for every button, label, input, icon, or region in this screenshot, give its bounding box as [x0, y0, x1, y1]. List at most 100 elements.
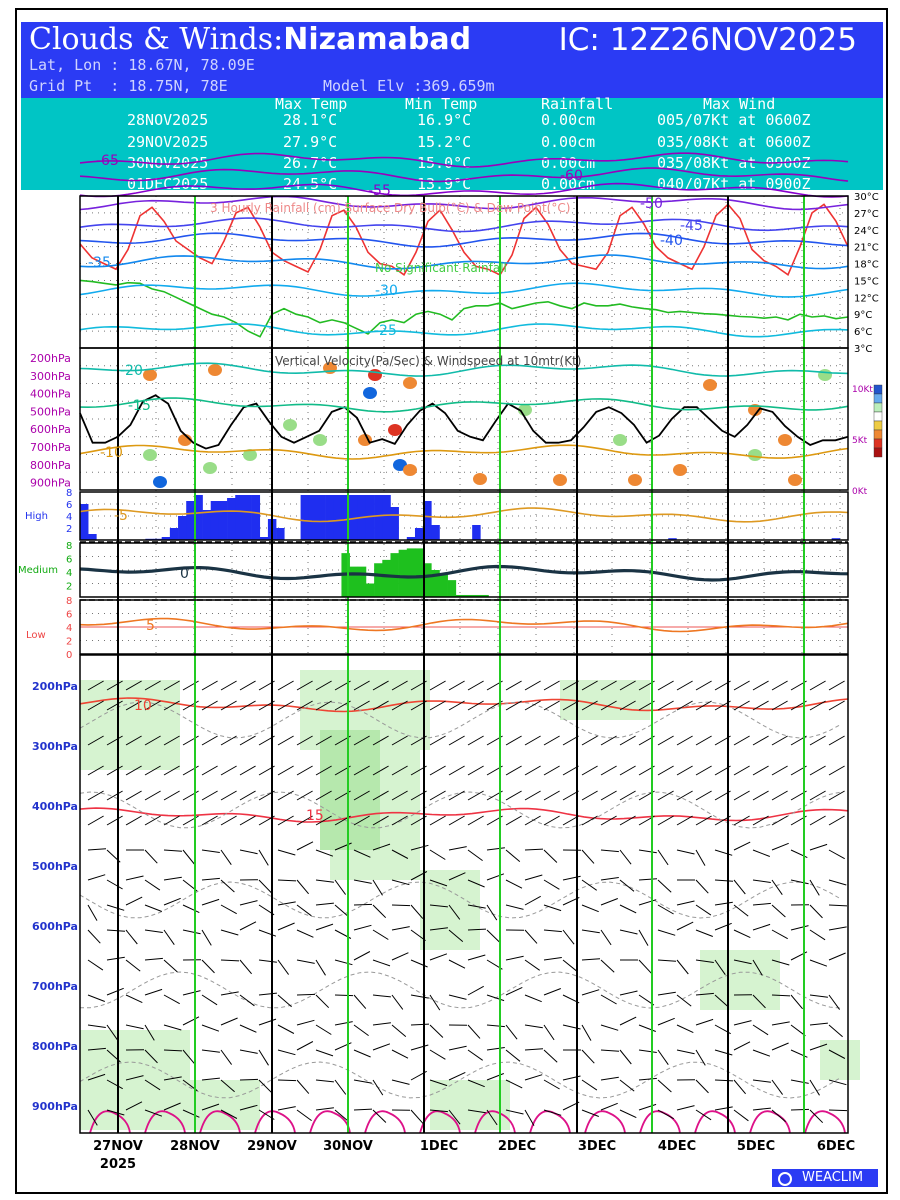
wind-barb: [410, 844, 429, 851]
wind-barb: [125, 875, 144, 881]
wind-barb: [296, 904, 312, 917]
wind-barb: [695, 735, 712, 746]
wind-barb: [828, 790, 845, 801]
wind-barb: [809, 815, 826, 826]
magenta-contour: [749, 1110, 791, 1134]
isotherm-line: [79, 217, 849, 233]
wind-barb: [581, 958, 601, 961]
row-rainfall: 0.00cm: [541, 133, 596, 151]
wind-barb: [201, 959, 215, 974]
wind-barb: [239, 921, 257, 931]
panel-frame: [79, 491, 849, 541]
isotherm-line: [79, 564, 849, 582]
wind-barb: [239, 700, 256, 711]
high-cloud-bar: [349, 495, 359, 540]
wind-barb: [448, 700, 465, 711]
medium-cloud-bar: [406, 548, 416, 597]
wind-barb: [448, 680, 465, 691]
wind-barb: [809, 994, 828, 998]
isotherm-label: -60: [560, 168, 583, 184]
magenta-contour: [89, 1110, 131, 1134]
wind-barb: [581, 1079, 598, 1091]
wind-barb: [315, 849, 334, 857]
vv-blob: [748, 404, 762, 416]
wind-barb: [391, 1024, 407, 1037]
wind-barb: [144, 1079, 161, 1091]
vv-blob: [208, 364, 222, 376]
wind-barb: [391, 790, 408, 801]
wind-barb: [600, 929, 612, 946]
wind-barb: [372, 765, 389, 776]
wind-barb: [809, 790, 826, 801]
temp-tick-label: 18°C: [854, 260, 879, 271]
x-tick-label: 6DEC: [817, 1139, 855, 1154]
row-rainfall: 0.00cm: [541, 175, 596, 193]
wind-barb: [277, 994, 292, 1008]
wind-barb: [752, 700, 769, 711]
wind-barb: [467, 1049, 483, 1061]
wind-barb: [657, 790, 674, 801]
wind-barb: [752, 815, 769, 826]
wind-barb: [87, 929, 101, 944]
wind-barb: [467, 849, 483, 862]
wind-barb: [220, 790, 237, 801]
vv-colorbar-swatch: [873, 429, 883, 440]
temp-tick-label: 3°C: [854, 344, 872, 355]
wind-barb: [733, 815, 750, 826]
vv-blob: [368, 369, 382, 381]
wind-barb: [486, 1024, 505, 1028]
wind-barb: [220, 1017, 238, 1026]
wind-barb: [429, 927, 448, 931]
wind-barb: [201, 1077, 220, 1081]
vv-pressure-tick: 700hPa: [30, 441, 71, 454]
wind-barb: [144, 849, 158, 864]
wind-barb: [714, 849, 733, 856]
x-tick-label: 3DEC: [578, 1139, 616, 1154]
x-tick-label: 4DEC: [658, 1139, 696, 1154]
lat-lon: Lat, Lon : 18.67N, 78.09E: [29, 56, 255, 74]
wind-barb: [467, 954, 486, 961]
row-min-temp: 13.9°C: [417, 175, 472, 193]
wind-barb: [182, 849, 195, 865]
wind-barb: [315, 1049, 334, 1057]
temp-tick-label: 6°C: [854, 327, 872, 338]
wind-barb: [239, 849, 258, 855]
x-tick-label: 29NOV: [247, 1139, 297, 1154]
wind-barb: [448, 872, 466, 881]
xs-pressure-tick: 700hPa: [32, 980, 78, 993]
wind-barb: [581, 790, 598, 801]
isotherm-label: -35: [88, 255, 111, 271]
wind-barb: [391, 849, 409, 859]
wind-barb: [258, 992, 277, 996]
wind-barb: [106, 1024, 118, 1040]
wind-barb: [619, 1079, 635, 1092]
wind-barb: [828, 952, 846, 961]
magenta-contour: [694, 1110, 736, 1134]
vv-blob: [748, 449, 762, 461]
wind-barb: [258, 929, 277, 937]
wind-barb: [163, 897, 181, 906]
wind-barb: [524, 765, 541, 776]
wind-barb: [87, 680, 104, 691]
wind-barb: [391, 765, 408, 776]
panel-frame: [79, 542, 849, 598]
wind-barb: [125, 815, 142, 826]
medium-cloud-bar: [365, 583, 375, 597]
wind-barb: [334, 959, 353, 966]
wind-barb: [828, 849, 845, 860]
wind-barb: [220, 680, 237, 691]
wind-barb: [315, 790, 332, 801]
isotherm-line: [79, 282, 849, 298]
wind-barb: [695, 929, 713, 937]
wind-barb: [201, 1049, 220, 1053]
wind-barb: [315, 879, 334, 883]
wind-barb: [334, 1109, 350, 1122]
wind-barb: [619, 1109, 637, 1119]
wind-barb: [258, 1079, 273, 1094]
wind-barb: [467, 1109, 486, 1114]
wind-barb: [676, 680, 693, 691]
vv-panel-title: Vertical Velocity(Pa/Sec) & Windspeed at…: [275, 354, 581, 368]
xs-pressure-tick: 900hPa: [32, 1100, 78, 1113]
panel-bg: [80, 196, 848, 348]
wind-barb: [771, 700, 788, 711]
